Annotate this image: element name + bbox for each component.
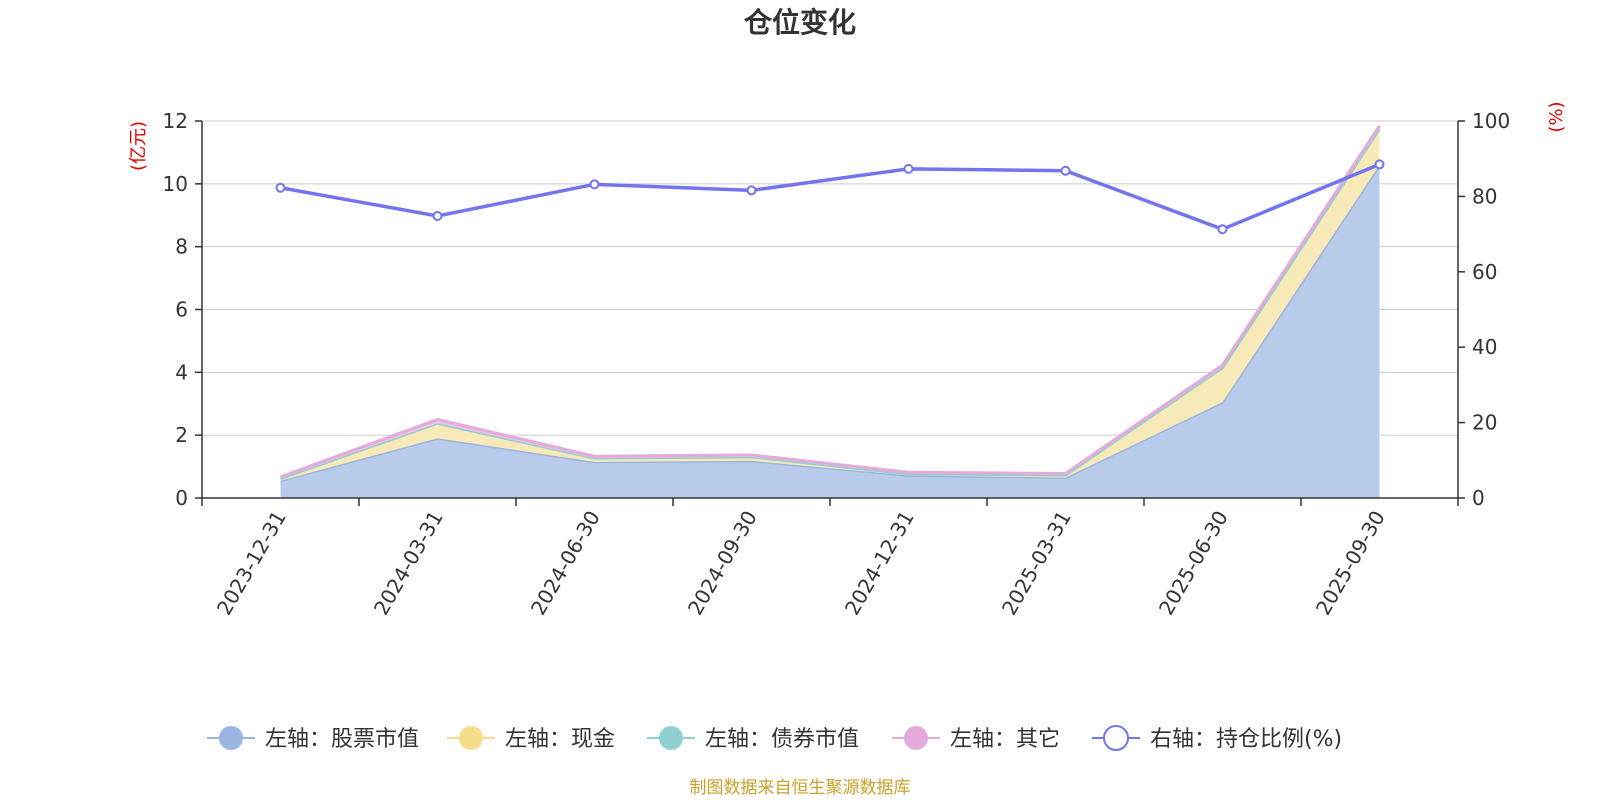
- legend-item[interactable]: 左轴：其它: [892, 726, 1060, 752]
- area-左轴：现金: [280, 128, 1380, 481]
- left-axis-tick-label: 4: [175, 360, 188, 384]
- legend-item[interactable]: 右轴：持仓比例(%): [1092, 725, 1342, 752]
- right-axis-tick-label: 0: [1472, 486, 1485, 510]
- x-axis-tick-label: 2024-03-31: [369, 507, 448, 620]
- x-axis-tick-label: 2023-12-31: [212, 507, 291, 620]
- ratio-point: [432, 211, 443, 222]
- ratio-point: [589, 179, 600, 190]
- legend-marker: [219, 726, 243, 750]
- ratio-point: [1060, 165, 1071, 176]
- left-axis-tick-label: 0: [175, 486, 188, 510]
- stacked-areas: [279, 124, 1381, 498]
- x-axis-tick-label: 2025-09-30: [1311, 507, 1390, 620]
- right-axis-unit: (%): [1546, 101, 1567, 132]
- ratio-point: [903, 163, 914, 174]
- data-source-note: 制图数据来自恒生聚源数据库: [690, 778, 911, 798]
- left-axis-unit: (亿元): [128, 121, 149, 171]
- right-axis-tick-label: 20: [1472, 411, 1497, 435]
- legend-marker: [904, 726, 928, 750]
- right-axis-tick-label: 100: [1472, 109, 1510, 133]
- ratio-point: [1374, 159, 1385, 170]
- chart-title: 仓位变化: [744, 6, 856, 39]
- legend-item[interactable]: 左轴：债券市值: [647, 726, 859, 752]
- left-axis-tick-label: 6: [175, 298, 188, 322]
- ratio-point: [275, 182, 286, 193]
- right-axis-tick-label: 60: [1472, 260, 1497, 284]
- left-axis-tick-label: 8: [175, 235, 188, 259]
- area-左轴：股票市值: [280, 164, 1380, 498]
- legend-item[interactable]: 左轴：现金: [447, 726, 615, 752]
- legend-label: 左轴：其它: [950, 727, 1060, 752]
- ratio-point: [1217, 224, 1228, 235]
- legend-marker: [459, 726, 483, 750]
- holding-ratio-line: [275, 159, 1385, 235]
- legend-marker: [659, 726, 683, 750]
- legend-marker: [1103, 725, 1129, 751]
- legend-item[interactable]: 左轴：股票市值: [207, 726, 419, 752]
- x-axis-tick-label: 2024-12-31: [840, 507, 919, 620]
- x-axis-tick-label: 2025-03-31: [997, 507, 1076, 620]
- right-axis-tick-label: 40: [1472, 335, 1497, 359]
- ratio-point: [746, 185, 757, 196]
- right-axis-tick-label: 80: [1472, 184, 1497, 208]
- x-axis-tick-label: 2024-06-30: [526, 507, 605, 620]
- left-axis-tick-label: 12: [163, 109, 188, 133]
- legend[interactable]: 左轴：股票市值 左轴：现金 左轴：债券市值 左轴：其它 右轴：持仓比例(%): [207, 725, 1342, 752]
- legend-label: 左轴：现金: [505, 727, 615, 752]
- ratio-polyline: [280, 162, 1381, 232]
- x-axis-tick-label: 2024-09-30: [683, 507, 762, 620]
- series-line-左轴：其它: [279, 124, 1381, 479]
- legend-label: 左轴：债券市值: [705, 727, 859, 752]
- legend-label: 左轴：股票市值: [265, 727, 419, 752]
- left-axis-tick-label: 10: [163, 172, 188, 196]
- x-axis-tick-label: 2025-06-30: [1154, 507, 1233, 620]
- legend-label: 右轴：持仓比例(%): [1150, 727, 1342, 752]
- left-axis-tick-label: 2: [175, 423, 188, 447]
